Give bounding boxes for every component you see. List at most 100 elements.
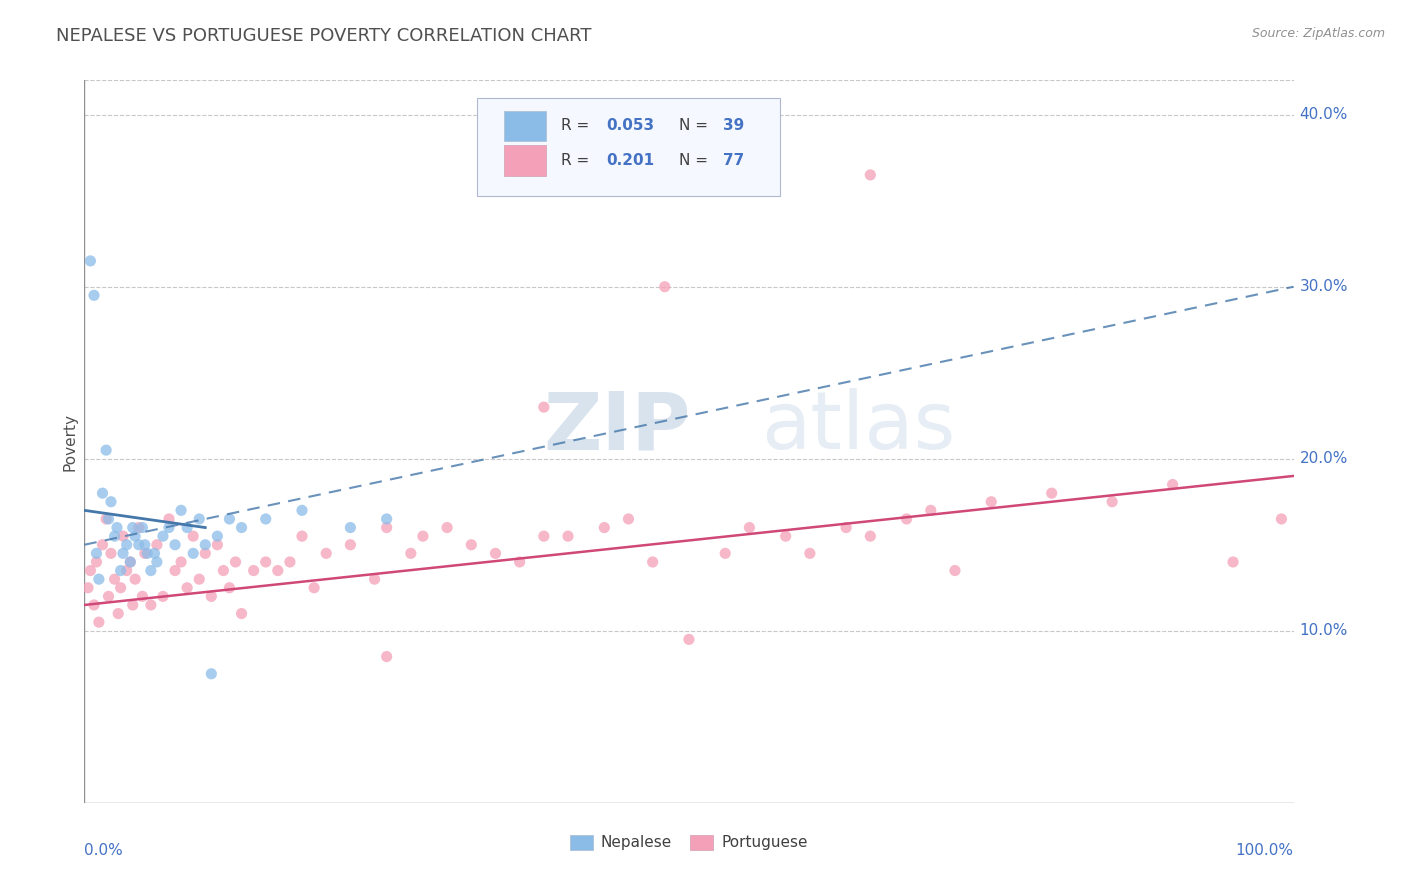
Point [181,546,204,560]
Point [120,555,142,569]
Text: 0.0%: 0.0% [84,843,124,857]
Point [375,520,398,534]
Point [143,546,166,560]
Point [100,546,122,560]
Point [165,538,187,552]
Point [157,512,180,526]
Point [120,555,142,569]
Point [1101,494,1123,508]
Point [1222,555,1244,569]
Y-axis label: Poverty: Poverty [62,412,77,471]
Point [165,564,187,578]
Point [136,546,159,560]
Text: atlas: atlas [762,388,956,467]
Text: 30.0%: 30.0% [1299,279,1348,294]
Point [100,494,122,508]
Point [207,538,229,552]
Point [131,520,153,534]
Point [533,400,555,414]
Text: 100.0%: 100.0% [1236,843,1294,857]
Point [83,598,105,612]
Text: Source: ZipAtlas.com: Source: ZipAtlas.com [1251,27,1385,40]
Point [110,581,132,595]
Point [131,590,153,604]
Point [112,529,135,543]
Point [200,666,222,681]
Text: 10.0%: 10.0% [1299,624,1348,639]
Point [134,546,156,560]
Point [139,598,162,612]
Point [176,520,198,534]
Point [91,538,114,552]
Point [641,555,664,569]
Point [194,538,217,552]
Point [738,520,761,534]
Point [77,581,100,595]
Point [363,572,385,586]
Point [242,564,264,578]
Point [128,520,150,534]
Point [218,581,240,595]
Point [188,572,211,586]
Point [375,649,398,664]
Point [152,590,174,604]
Text: 39: 39 [723,119,744,133]
Point [170,503,193,517]
Point [87,615,110,630]
Point [1040,486,1063,500]
Text: 77: 77 [723,153,744,168]
Point [94,512,117,526]
Point [124,529,146,543]
Point [302,581,325,595]
Point [291,529,314,543]
Point [79,253,101,268]
Point [115,564,138,578]
Point [1270,512,1292,526]
Point [859,168,882,182]
Point [920,503,942,517]
Point [107,607,129,621]
Point [339,538,361,552]
Point [943,564,966,578]
Point [775,529,797,543]
Point [97,590,120,604]
Text: N =: N = [679,119,713,133]
Point [1161,477,1184,491]
Point [859,529,882,543]
Text: 0.201: 0.201 [607,153,655,168]
Text: 0.053: 0.053 [607,119,655,133]
Point [212,564,235,578]
Point [176,581,198,595]
Point [91,486,114,500]
Point [225,555,247,569]
Point [617,512,640,526]
Point [593,520,616,534]
Point [134,538,156,552]
Point [79,564,101,578]
Point [146,538,169,552]
Point [484,546,506,560]
Point [115,538,138,552]
Point [104,529,127,543]
Point [146,555,169,569]
Point [980,494,1002,508]
Point [231,607,253,621]
Point [835,520,858,534]
Point [128,538,150,552]
Text: 20.0%: 20.0% [1299,451,1348,467]
Point [200,590,222,604]
Point [315,546,337,560]
Point [436,520,458,534]
Text: R =: R = [561,119,593,133]
Text: R =: R = [561,153,593,168]
Point [86,546,108,560]
Point [181,529,204,543]
Point [375,512,398,526]
Point [218,512,240,526]
Point [557,529,579,543]
Text: N =: N = [679,153,713,168]
Point [678,632,700,647]
Point [714,546,737,560]
FancyBboxPatch shape [478,98,780,196]
Text: NEPALESE VS PORTUGUESE POVERTY CORRELATION CHART: NEPALESE VS PORTUGUESE POVERTY CORRELATI… [56,27,592,45]
